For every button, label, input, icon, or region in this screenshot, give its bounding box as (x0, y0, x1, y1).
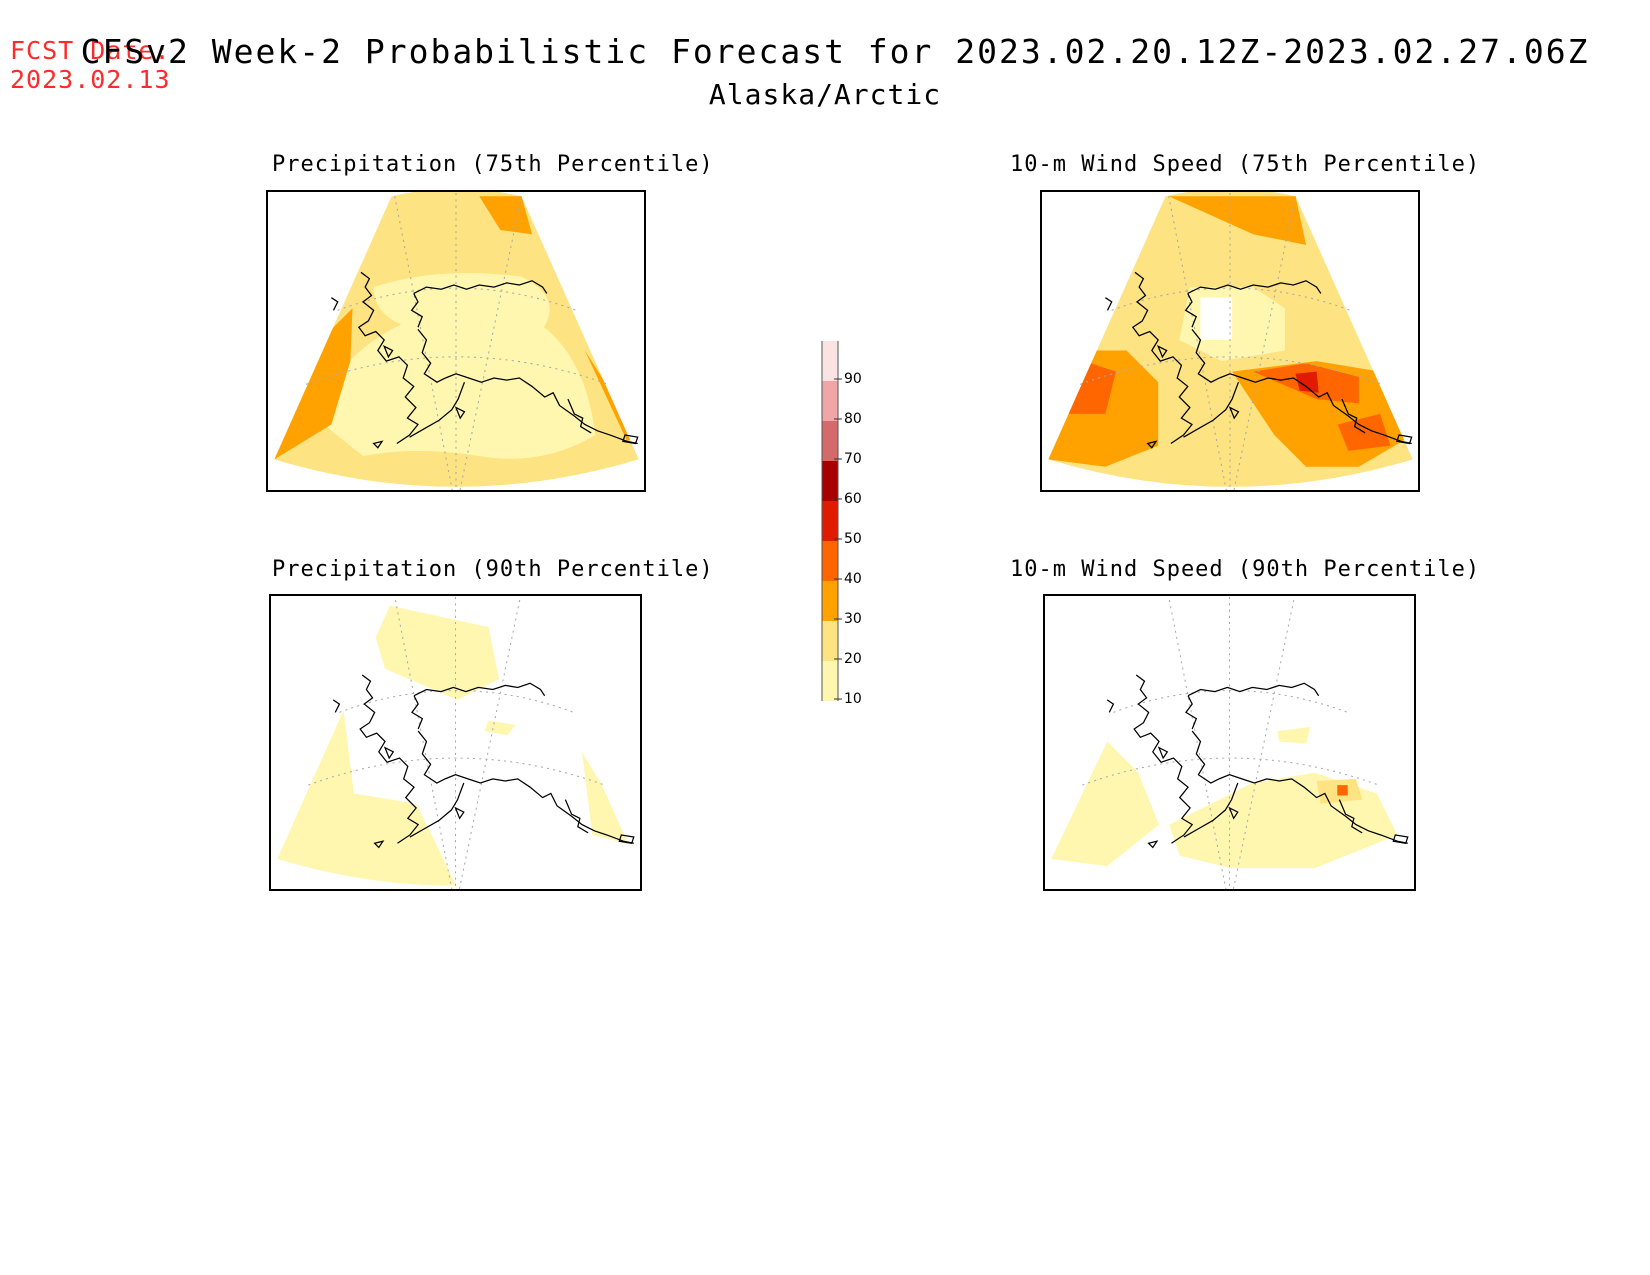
precip-90-map (269, 594, 642, 891)
panel-title-precip-90: Precipitation (90th Percentile) (272, 557, 714, 582)
page-subtitle: Alaska/Arctic (708, 78, 942, 111)
colorbar-tick-label: 70 (844, 451, 862, 467)
forecast-date-block: FCST Date: 2023.02.13 (10, 36, 171, 94)
colorbar-tick-label: 50 (844, 531, 862, 547)
panel-title-precip-75: Precipitation (75th Percentile) (272, 152, 714, 177)
colorbar-tick-label: 40 (844, 571, 862, 587)
colorbar-tick-label: 10 (844, 691, 862, 707)
colorbar-segment (822, 541, 838, 581)
panel-title-wind-90: 10-m Wind Speed (90th Percentile) (1010, 557, 1481, 582)
colorbar: 10 20 30 40 50 60 70 80 90 (821, 341, 862, 707)
precip-75-map (266, 190, 646, 492)
colorbar-segment (822, 421, 838, 461)
colorbar-segment (822, 501, 838, 541)
colorbar-tick-label: 90 (844, 371, 862, 387)
panel-title-wind-75: 10-m Wind Speed (75th Percentile) (1010, 152, 1481, 177)
colorbar-tick-label: 30 (844, 611, 862, 627)
fcst-date-value: 2023.02.13 (10, 65, 171, 94)
colorbar-tick-label: 20 (844, 651, 862, 667)
wind-75-map (1040, 190, 1420, 492)
colorbar-segment (822, 661, 838, 701)
colorbar-segment (822, 341, 838, 381)
page-title: CFSv2 Week-2 Probabilistic Forecast for … (80, 32, 1590, 71)
colorbar-segment (822, 621, 838, 661)
colorbar-segment (822, 461, 838, 501)
colorbar-border (821, 341, 839, 701)
colorbar-tick-label: 80 (844, 411, 862, 427)
colorbar-tick-label: 60 (844, 491, 862, 507)
colorbar-segment (822, 381, 838, 421)
colorbar-segment (822, 581, 838, 621)
wind-90-map (1043, 594, 1416, 891)
fcst-date-label: FCST Date: (10, 36, 171, 65)
